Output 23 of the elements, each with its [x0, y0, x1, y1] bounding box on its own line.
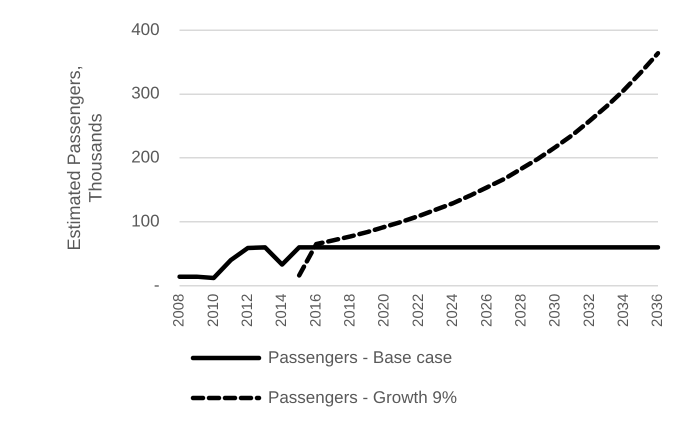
y-tick-label: -	[154, 275, 160, 294]
x-tick-label: 2018	[342, 294, 359, 328]
y-tick-label: 300	[131, 84, 160, 103]
y-tick-label: 400	[131, 20, 160, 39]
x-tick-label: 2008	[170, 294, 188, 328]
x-tick-label: 2026	[478, 294, 496, 328]
y-axis-title: Estimated Passengers, Thousands	[64, 65, 106, 250]
x-tick-label: 2028	[512, 294, 530, 328]
x-tick-label: 2014	[273, 294, 290, 328]
y-tick-label: 200	[131, 148, 160, 167]
x-tick-label: 2034	[614, 294, 632, 328]
x-tick-label: 2016	[307, 294, 324, 328]
y-tick-label: 100	[131, 211, 160, 230]
x-tick-label: 2022	[410, 294, 427, 328]
legend-label: Passengers - Base case	[268, 348, 452, 368]
x-tick-label: 2012	[239, 294, 256, 328]
x-tick-label: 2010	[204, 294, 222, 328]
x-tick-label: 2020	[376, 294, 393, 328]
x-tick-label: 2024	[444, 294, 462, 328]
legend-label: Passengers - Growth 9%	[268, 388, 457, 408]
x-tick-label: 2036	[649, 294, 666, 328]
x-tick-label: 2030	[546, 294, 564, 328]
x-tick-label: 2032	[580, 294, 598, 328]
